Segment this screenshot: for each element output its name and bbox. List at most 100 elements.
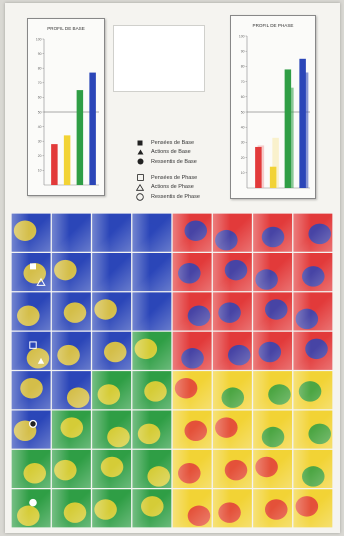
legend-label: Actions de Base <box>151 149 191 156</box>
grid-cell <box>91 370 132 410</box>
grid-cell <box>292 331 333 371</box>
grid-cell <box>252 213 293 253</box>
grid-cell <box>292 409 333 450</box>
base-profile-chart-svg: PROFIL DE BASE 100 90 80 70 60 50 40 30 20 10 <box>36 26 99 186</box>
y-tick-label: 20 <box>241 156 245 160</box>
grid-cell <box>212 488 253 528</box>
legend-item-phase-actions: Actions de Phase <box>135 182 235 192</box>
grid-cell <box>11 213 52 253</box>
chart-title: PROFIL DE BASE <box>47 26 85 31</box>
grid-cell <box>172 449 213 489</box>
bar-green <box>76 90 84 185</box>
legend-label: Pensées de Base <box>151 139 195 146</box>
color-energy-grid <box>11 213 333 528</box>
grid-cell <box>91 449 132 489</box>
grid-cell <box>212 213 253 253</box>
y-tick-label: 60 <box>38 96 42 100</box>
grid-cell <box>212 409 253 450</box>
grid-cell <box>172 291 213 332</box>
square-filled-icon <box>135 140 145 146</box>
grid-cell <box>91 331 132 371</box>
y-tick-label: 100 <box>36 37 42 41</box>
chart-title: PROFIL DE PHASE <box>253 23 294 28</box>
bar-blue <box>299 58 306 188</box>
y-tick-label: 80 <box>241 65 245 69</box>
y-tick-label: 80 <box>38 67 42 71</box>
square-filled-marker-icon <box>30 263 36 270</box>
y-tick-label: 30 <box>241 141 245 145</box>
grid-cell <box>11 331 52 371</box>
grid-cell <box>292 252 333 292</box>
circle-outline-icon <box>135 193 145 201</box>
grid-cell <box>292 449 333 489</box>
grid-cell <box>292 213 333 253</box>
phase-bar-yellow <box>272 137 279 188</box>
grid-cell <box>131 409 172 450</box>
grid-cell <box>91 409 132 450</box>
symbol-legend: Pensées de Base Actions de Base Ressenti… <box>135 138 235 202</box>
y-tick-label: 10 <box>241 171 245 175</box>
grid-cell <box>51 213 92 253</box>
y-tick-label: 40 <box>38 125 42 129</box>
grid-cell <box>51 370 92 410</box>
bar-green <box>284 69 292 188</box>
triangle-outline-icon <box>135 183 145 191</box>
grid-cell <box>131 213 172 253</box>
grid-cell <box>51 409 92 450</box>
grid-cell <box>91 252 132 292</box>
circle-filled-icon <box>135 158 145 165</box>
grid-cell <box>172 370 213 410</box>
grid-cell <box>212 291 253 332</box>
grid-cell <box>252 449 293 489</box>
grid-cell <box>51 252 92 292</box>
grid-cell <box>212 449 253 489</box>
bar-red <box>51 144 58 185</box>
color-grid-svg <box>11 213 333 528</box>
y-tick-label: 70 <box>241 80 245 84</box>
legend-label: Ressentis de Base <box>151 158 197 165</box>
triangle-outline-marker-icon <box>36 277 46 286</box>
grid-cell <box>252 370 293 410</box>
grid-cell <box>292 291 333 332</box>
square-outline-icon <box>135 174 145 181</box>
legend-label: Actions de Phase <box>151 184 194 191</box>
y-tick-label: 50 <box>38 110 42 114</box>
legend-label: Ressentis de Phase <box>151 193 200 200</box>
grid-cell <box>172 213 213 253</box>
grid-cell <box>172 409 213 450</box>
grid-cell <box>91 488 132 528</box>
y-tick-label: 20 <box>38 154 42 158</box>
grid-cell <box>252 331 293 371</box>
grid-cell <box>11 370 52 410</box>
legend-item-phase-feelings: Ressentis de Phase <box>135 192 235 202</box>
legend-item-base-thoughts: Pensées de Base <box>135 138 235 148</box>
grid-cell <box>252 252 293 292</box>
grid-cell <box>212 370 253 410</box>
grid-cell <box>91 291 132 332</box>
grid-cell <box>131 449 172 489</box>
bar-yellow <box>63 135 71 185</box>
grid-cell <box>131 291 172 332</box>
y-tick-label: 90 <box>241 50 245 54</box>
grid-cell <box>131 252 172 292</box>
grid-cell <box>131 370 172 410</box>
grid-cell <box>51 291 92 332</box>
triangle-filled-marker-icon <box>37 357 45 364</box>
y-tick-label: 30 <box>38 140 42 144</box>
bar-red <box>255 146 262 188</box>
grid-cell <box>131 488 172 528</box>
phase-profile-chart: PROFIL DE PHASE 100 90 80 70 60 50 40 30 20 10 <box>230 15 316 199</box>
grid-cell <box>131 331 172 371</box>
grid-cell <box>252 488 293 528</box>
grid-cell <box>11 449 52 489</box>
grid-cell <box>212 252 253 292</box>
y-tick-label: 100 <box>239 34 245 38</box>
base-profile-chart: PROFIL DE BASE 100 90 80 70 60 50 40 30 20 10 <box>27 18 105 196</box>
legend-item-base-actions: Actions de Base <box>135 148 235 158</box>
profile-sheet: PROFIL DE BASE 100 90 80 70 60 50 40 30 20 10 PROF… <box>5 3 340 533</box>
y-tick-label: 60 <box>241 95 245 99</box>
legend-item-phase-thoughts: Pensées de Phase <box>135 173 235 183</box>
y-tick-label: 10 <box>38 169 42 173</box>
grid-cell <box>252 291 293 332</box>
grid-cell <box>172 331 213 371</box>
